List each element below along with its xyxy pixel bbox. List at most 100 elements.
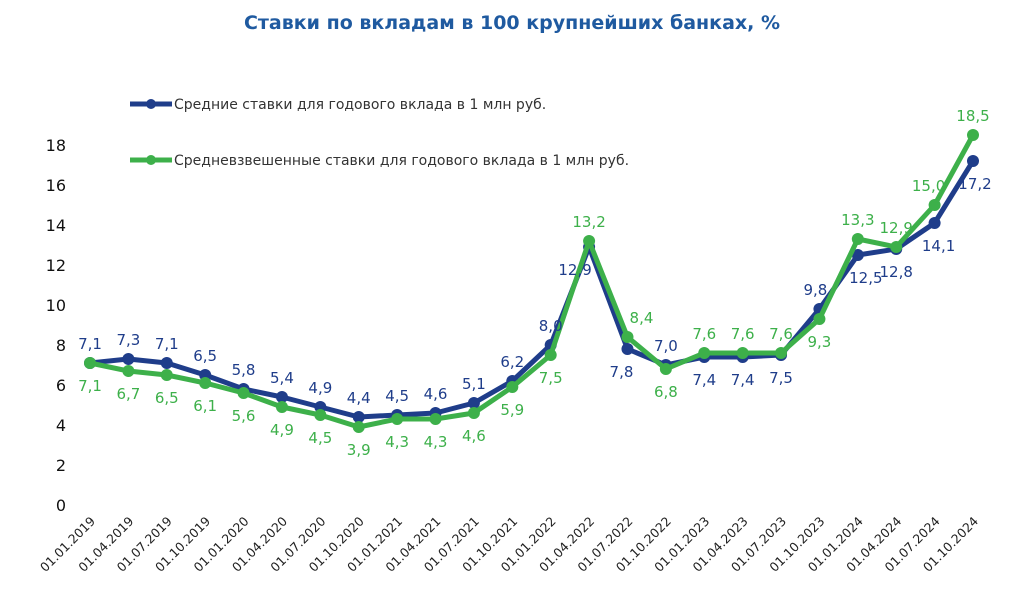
point-average	[275, 391, 288, 403]
point-average	[160, 357, 173, 369]
point-weighted	[237, 387, 250, 399]
data-label-weighted: 5,9	[500, 401, 524, 419]
x-axis: 01.01.201901.04.201901.07.201901.10.2019…	[37, 513, 981, 574]
point-weighted	[160, 369, 173, 381]
data-label-average: 4,9	[308, 379, 332, 397]
y-tick-label: 14	[46, 216, 66, 235]
series-lines	[84, 129, 979, 433]
legend: Средние ставки для годового вклада в 1 м…	[130, 97, 629, 169]
data-label-average: 6,5	[193, 347, 217, 365]
data-label-average: 4,5	[385, 387, 409, 405]
data-label-average: 7,3	[116, 331, 140, 349]
data-label-average: 12,9	[558, 261, 591, 279]
data-label-weighted: 4,9	[270, 421, 294, 439]
data-label-weighted: 18,5	[956, 107, 989, 125]
point-weighted	[506, 381, 519, 393]
point-weighted	[84, 357, 96, 369]
data-label-average: 8,0	[539, 317, 563, 335]
point-weighted	[314, 409, 327, 421]
data-label-average: 9,8	[804, 281, 828, 299]
legend-dot-marker	[146, 155, 156, 165]
legend-entry-weighted: Средневзвешенные ставки для годового вкл…	[174, 153, 629, 169]
data-label-average: 7,5	[769, 369, 793, 387]
point-weighted	[429, 413, 442, 425]
point-average	[621, 343, 634, 355]
point-weighted	[122, 365, 135, 377]
series-line-average	[89, 159, 976, 420]
data-label-weighted: 13,2	[572, 213, 605, 231]
point-average	[967, 155, 979, 167]
data-labels: 7,1 7,3 7,1 6,5 5,8 5,4 4,9 4,4 4,5 4,6 5,1 6,2 8,0 1…	[78, 107, 992, 459]
data-label-weighted: 7,5	[539, 369, 563, 387]
point-average	[851, 249, 864, 261]
y-tick-label: 18	[46, 136, 66, 155]
data-label-average: 17,2	[958, 175, 991, 193]
point-weighted	[698, 347, 711, 359]
data-label-weighted: 7,6	[692, 325, 716, 343]
y-tick-label: 12	[46, 256, 66, 275]
legend-entry-average: Средние ставки для годового вклада в 1 м…	[174, 97, 546, 113]
point-average	[928, 217, 941, 229]
point-weighted	[391, 413, 404, 425]
point-weighted	[544, 349, 557, 361]
data-label-weighted: 5,6	[232, 407, 256, 425]
point-average	[352, 411, 365, 423]
point-weighted	[199, 377, 212, 389]
chart-title: Ставки по вкладам в 100 крупнейших банка…	[243, 12, 781, 34]
y-tick-label: 0	[56, 496, 66, 515]
y-tick-label: 16	[46, 176, 66, 195]
point-weighted	[928, 199, 941, 211]
data-label-average: 12,8	[880, 263, 913, 281]
data-label-weighted: 4,5	[308, 429, 332, 447]
data-label-weighted: 13,3	[841, 211, 874, 229]
y-tick-label: 2	[56, 456, 66, 475]
data-label-weighted: 7,6	[731, 325, 755, 343]
data-label-average: 5,1	[462, 375, 486, 393]
point-weighted	[813, 313, 826, 325]
data-label-average: 4,6	[424, 385, 448, 403]
point-weighted	[467, 407, 480, 419]
series-line-weighted	[89, 133, 976, 430]
data-label-weighted: 8,4	[630, 309, 654, 327]
data-label-weighted: 15,0	[912, 177, 945, 195]
point-weighted	[621, 331, 634, 343]
point-weighted	[736, 347, 749, 359]
data-label-weighted: 4,3	[385, 433, 409, 451]
y-tick-label: 8	[56, 336, 66, 355]
point-average	[122, 353, 135, 365]
data-label-average: 6,2	[500, 353, 524, 371]
point-average	[467, 397, 480, 409]
data-label-weighted: 6,8	[654, 383, 678, 401]
point-weighted	[583, 235, 596, 247]
data-label-average: 7,1	[155, 335, 179, 353]
data-label-average: 7,4	[692, 371, 716, 389]
point-weighted	[890, 241, 903, 253]
y-axis: 0 2 4 6 8 10 12 14 16 18	[46, 136, 66, 515]
y-tick-label: 6	[56, 376, 66, 395]
point-weighted	[352, 421, 365, 433]
data-label-weighted: 6,1	[193, 397, 217, 415]
data-label-average: 7,8	[610, 363, 634, 381]
data-label-weighted: 4,6	[462, 427, 486, 445]
data-label-average: 5,8	[232, 361, 256, 379]
data-label-weighted: 6,5	[155, 389, 179, 407]
y-tick-label: 4	[56, 416, 66, 435]
data-label-weighted: 3,9	[347, 441, 371, 459]
data-label-average: 7,4	[731, 371, 755, 389]
point-weighted	[659, 363, 672, 375]
data-label-average: 12,5	[849, 269, 882, 287]
data-label-weighted: 9,3	[808, 333, 832, 351]
data-label-weighted: 4,3	[424, 433, 448, 451]
point-weighted	[967, 129, 979, 141]
point-weighted	[775, 347, 788, 359]
data-label-average: 4,4	[347, 389, 371, 407]
data-label-average: 7,1	[78, 335, 102, 353]
y-tick-label: 10	[46, 296, 66, 315]
data-label-weighted: 7,6	[769, 325, 793, 343]
point-weighted	[275, 401, 288, 413]
data-label-weighted: 7,1	[78, 377, 102, 395]
point-weighted	[851, 233, 864, 245]
legend-dot-marker	[146, 99, 156, 109]
data-label-average: 14,1	[922, 237, 955, 255]
